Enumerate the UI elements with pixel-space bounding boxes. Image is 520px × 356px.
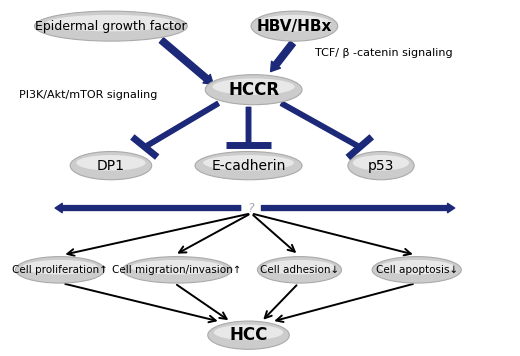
Text: Cell apoptosis↓: Cell apoptosis↓ [375, 265, 458, 275]
Text: PI3K/Akt/mTOR signaling: PI3K/Akt/mTOR signaling [19, 90, 158, 100]
Text: HCCR: HCCR [228, 81, 279, 99]
Text: Cell migration/invasion↑: Cell migration/invasion↑ [112, 265, 242, 275]
Ellipse shape [70, 152, 152, 180]
Ellipse shape [208, 321, 289, 349]
Ellipse shape [46, 15, 176, 31]
Ellipse shape [353, 155, 409, 171]
Text: ?: ? [248, 201, 254, 215]
Ellipse shape [257, 15, 331, 31]
Ellipse shape [205, 75, 302, 105]
Ellipse shape [372, 257, 461, 283]
Ellipse shape [213, 78, 295, 95]
Ellipse shape [131, 260, 224, 274]
Text: Cell proliferation↑: Cell proliferation↑ [12, 265, 108, 275]
Text: p53: p53 [368, 159, 394, 173]
Ellipse shape [264, 260, 335, 274]
Text: HBV/HBx: HBV/HBx [257, 19, 332, 33]
Ellipse shape [257, 257, 342, 283]
Text: TCF/ β -catenin signaling: TCF/ β -catenin signaling [315, 48, 452, 58]
Text: HCC: HCC [229, 326, 268, 344]
Ellipse shape [22, 260, 98, 274]
Ellipse shape [251, 11, 337, 41]
Ellipse shape [76, 155, 146, 171]
Text: E-cadherin: E-cadherin [211, 159, 285, 173]
Ellipse shape [16, 257, 105, 283]
Ellipse shape [203, 155, 294, 171]
Ellipse shape [379, 260, 454, 274]
Ellipse shape [34, 11, 187, 41]
Text: Cell adhesion↓: Cell adhesion↓ [260, 265, 339, 275]
Ellipse shape [122, 257, 232, 283]
Text: Epidermal growth factor: Epidermal growth factor [35, 20, 187, 33]
Text: DP1: DP1 [97, 159, 125, 173]
Ellipse shape [214, 325, 283, 340]
Ellipse shape [195, 152, 302, 180]
Ellipse shape [348, 152, 414, 180]
